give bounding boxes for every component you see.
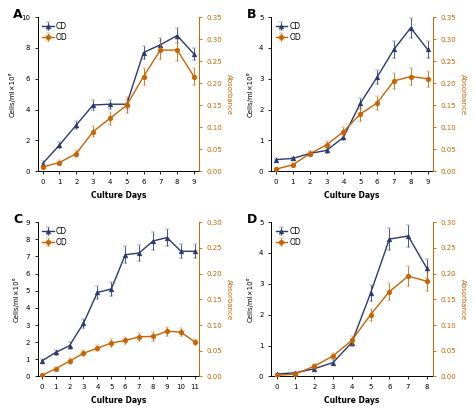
Legend: CD, OD: CD, OD <box>41 21 68 43</box>
Y-axis label: Cells/ml×10⁶: Cells/ml×10⁶ <box>9 71 15 117</box>
Y-axis label: Absorbance: Absorbance <box>460 74 465 115</box>
Y-axis label: Cells/ml×10⁶: Cells/ml×10⁶ <box>13 277 20 322</box>
Y-axis label: Absorbance: Absorbance <box>460 279 465 320</box>
Y-axis label: Absorbance: Absorbance <box>226 279 232 320</box>
Y-axis label: Cells/ml×10⁶: Cells/ml×10⁶ <box>246 277 254 322</box>
Text: A: A <box>13 8 23 21</box>
X-axis label: Culture Days: Culture Days <box>91 396 146 405</box>
Legend: CD, OD: CD, OD <box>41 226 68 248</box>
Legend: CD, OD: CD, OD <box>275 226 302 248</box>
Text: C: C <box>13 213 22 226</box>
Y-axis label: Absorbance: Absorbance <box>226 74 232 115</box>
Y-axis label: Cells/ml×10⁶: Cells/ml×10⁶ <box>246 71 254 117</box>
Legend: CD, OD: CD, OD <box>275 21 302 43</box>
Text: D: D <box>247 213 257 226</box>
X-axis label: Culture Days: Culture Days <box>324 396 380 405</box>
Text: B: B <box>247 8 256 21</box>
X-axis label: Culture Days: Culture Days <box>324 190 380 199</box>
X-axis label: Culture Days: Culture Days <box>91 190 146 199</box>
